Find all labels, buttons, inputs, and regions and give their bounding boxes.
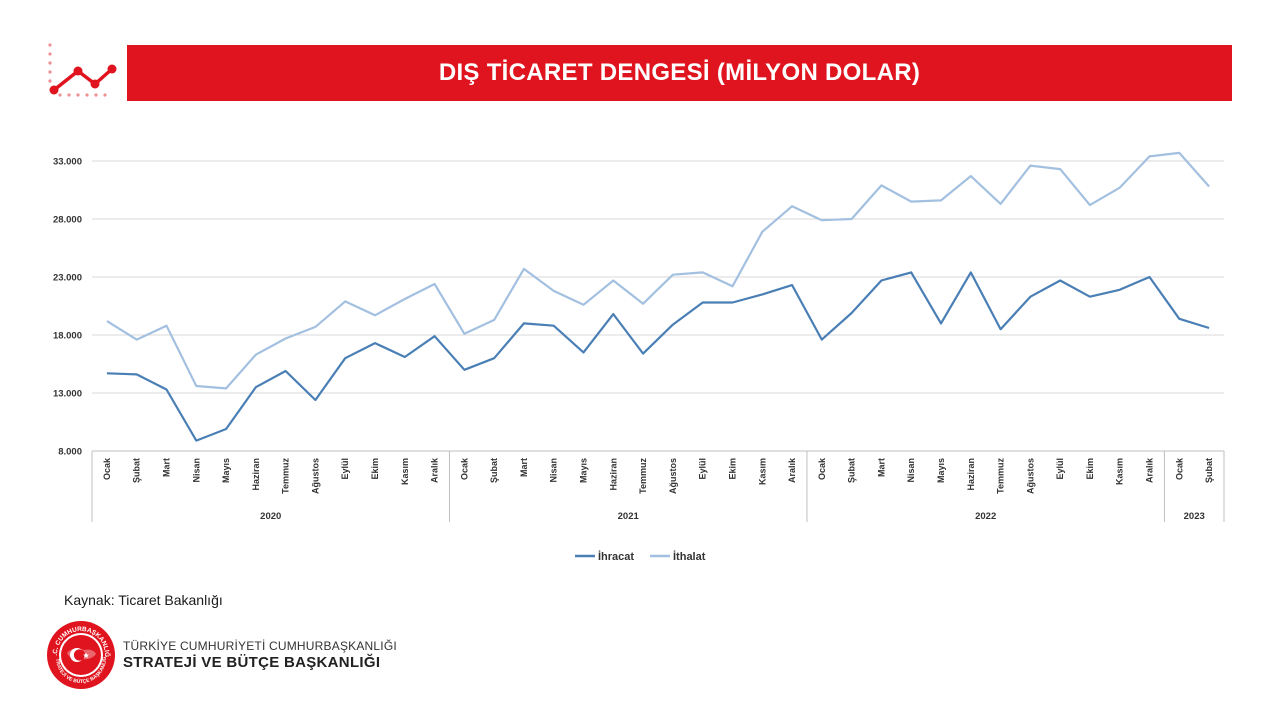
x-tick-label: Nisan	[906, 458, 916, 483]
x-tick-label: Şubat	[847, 458, 857, 483]
x-tick-label: Kasım	[757, 458, 767, 485]
x-tick-label: Ağustos	[1025, 458, 1035, 494]
year-group-label: 2022	[975, 511, 996, 522]
x-tick-label: Mart	[161, 458, 171, 477]
y-tick-label: 18.000	[53, 331, 82, 342]
y-tick-label: 33.000	[53, 157, 82, 168]
x-tick-label: Temmuz	[996, 458, 1006, 494]
x-tick-label: Eylül	[698, 458, 708, 480]
year-group-label: 2023	[1184, 511, 1205, 522]
series-line-ihracat	[106, 271, 1210, 442]
x-tick-label: Nisan	[549, 458, 559, 483]
x-tick-label: Mart	[876, 458, 886, 477]
org-name-line1: TÜRKİYE CUMHURİYETİ CUMHURBAŞKANLIĞI	[123, 639, 397, 653]
x-tick-label: Haziran	[251, 458, 261, 491]
x-tick-label: Ocak	[102, 457, 112, 480]
x-tick-label: Ağustos	[668, 458, 678, 494]
y-tick-label: 28.000	[53, 215, 82, 226]
x-tick-label: Aralık	[430, 457, 440, 483]
series-line-ithalat	[106, 151, 1210, 390]
seal-emblem-icon: T.C. CUMHURBAŞKANLIĞI STRATEJİ VE BÜTÇE …	[46, 620, 115, 689]
x-tick-label: Kasım	[400, 458, 410, 485]
x-tick-label: Mart	[519, 458, 529, 477]
x-tick-label: Ekim	[727, 458, 737, 480]
y-tick-label: 8.000	[58, 447, 82, 458]
x-tick-label: Ocak	[1174, 457, 1184, 480]
x-tick-label: Mayıs	[579, 458, 589, 483]
x-tick-label: Şubat	[1204, 458, 1214, 483]
x-tick-label: Ağustos	[310, 458, 320, 494]
x-tick-label: Eylül	[1055, 458, 1065, 480]
x-tick-label: Nisan	[191, 458, 201, 483]
legend-label-ithalat: İthalat	[673, 550, 706, 563]
y-tick-label: 13.000	[53, 389, 82, 400]
x-tick-label: Temmuz	[281, 458, 291, 494]
x-tick-label: Ekim	[370, 458, 380, 480]
year-group-label: 2020	[260, 511, 281, 522]
trend-line-icon	[48, 43, 117, 97]
x-tick-label: Şubat	[132, 458, 142, 483]
title-banner: DIŞ TİCARET DENGESİ (MİLYON DOLAR)	[127, 45, 1232, 101]
legend-label-ihracat: İhracat	[598, 550, 634, 563]
x-tick-label: Aralık	[787, 457, 797, 483]
y-tick-label: 23.000	[53, 273, 82, 284]
x-tick-label: Ekim	[1085, 458, 1095, 480]
x-tick-label: Aralık	[1145, 457, 1155, 483]
x-tick-label: Şubat	[489, 458, 499, 483]
x-tick-label: Eylül	[340, 458, 350, 480]
page-title: DIŞ TİCARET DENGESİ (MİLYON DOLAR)	[438, 59, 921, 86]
x-tick-label: Haziran	[966, 458, 976, 491]
x-tick-label: Mayıs	[936, 458, 946, 483]
x-tick-label: Ocak	[817, 457, 827, 480]
x-tick-label: Haziran	[608, 458, 618, 491]
year-group-label: 2021	[618, 511, 640, 522]
x-tick-label: Mayıs	[221, 458, 231, 483]
source-note: Kaynak: Ticaret Bakanlığı	[64, 592, 223, 608]
org-name-line2: STRATEJİ VE BÜTÇE BAŞKANLIĞI	[123, 654, 381, 671]
x-tick-label: Temmuz	[638, 458, 648, 494]
x-tick-label: Ocak	[459, 457, 469, 480]
x-tick-label: Kasım	[1115, 458, 1125, 485]
